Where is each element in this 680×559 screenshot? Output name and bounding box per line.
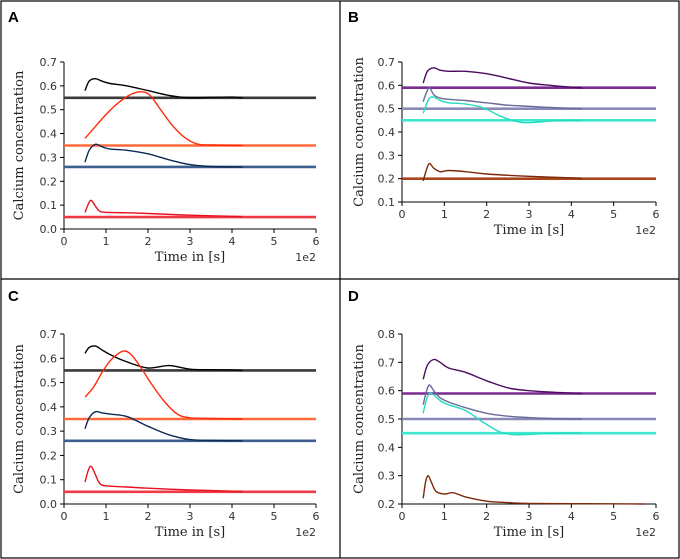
x-axis-label: Time in [s] xyxy=(494,223,564,238)
x-axis-label: Time in [s] xyxy=(155,250,225,265)
series-black-trace xyxy=(84,345,243,372)
x-tick-label: 1 xyxy=(103,510,110,523)
y-tick-label: 0.6 xyxy=(378,385,396,398)
x-axis-label: Time in [s] xyxy=(155,525,225,540)
y-tick-label: 0.3 xyxy=(40,151,58,164)
x-tick-label: 0 xyxy=(399,510,406,523)
y-tick-label: 0.7 xyxy=(378,56,396,69)
y-tick-label: 0.0 xyxy=(40,498,58,511)
x-tick-label: 3 xyxy=(187,235,194,248)
y-tick-label: 0.2 xyxy=(40,175,58,188)
y-tick-label: 0.6 xyxy=(40,80,58,93)
x-tick-label: 3 xyxy=(187,510,194,523)
x-tick-label: 6 xyxy=(313,510,320,523)
x-tick-label: 4 xyxy=(229,235,236,248)
y-axis-label: Calcium concentration xyxy=(12,70,27,220)
x-tick-label: 2 xyxy=(483,510,490,523)
x-tick-label: 0 xyxy=(61,235,68,248)
panel-c: C 0.0 0.1 0.2 0.3 0.4 0.5 0.6 0.7 0 1 2 3 4 5 6 Time in … xyxy=(8,288,320,540)
series-lavender-trace xyxy=(422,384,582,420)
series-lavender-trace xyxy=(422,86,582,110)
x-axis-label: Time in [s] xyxy=(494,525,564,540)
panel-label: C xyxy=(8,288,19,305)
y-tick-label: 0.3 xyxy=(40,425,58,438)
panel-label: D xyxy=(348,288,359,305)
y-tick-label: 0.4 xyxy=(40,401,58,414)
y-tick-label: 0.0 xyxy=(40,223,58,236)
x-tick-label: 0 xyxy=(61,510,68,523)
y-tick-label: 0.3 xyxy=(378,470,396,483)
y-tick-label: 0.8 xyxy=(378,328,396,341)
y-tick-label: 0.7 xyxy=(378,356,396,369)
y-tick-label: 0.6 xyxy=(40,352,58,365)
y-tick-label: 0.4 xyxy=(378,126,396,139)
x-scale-label: 1e2 xyxy=(295,526,316,539)
y-tick-label: 0.3 xyxy=(378,149,396,162)
x-tick-label: 4 xyxy=(568,208,575,221)
series-red-trace xyxy=(84,465,243,493)
y-tick-label: 0.7 xyxy=(40,56,58,69)
x-tick-label: 5 xyxy=(610,510,617,523)
series-purple-trace xyxy=(422,67,582,89)
x-tick-label: 2 xyxy=(145,235,152,248)
y-axis-label: Calcium concentration xyxy=(12,344,27,494)
x-tick-label: 5 xyxy=(610,208,617,221)
series-cyan-trace xyxy=(422,96,582,124)
y-axis-label: Calcium concentration xyxy=(352,344,367,494)
x-tick-label: 6 xyxy=(653,208,660,221)
y-tick-label: 0.5 xyxy=(378,413,396,426)
y-tick-label: 0.5 xyxy=(40,377,58,390)
y-tick-label: 0.4 xyxy=(378,441,396,454)
series-orange-trace xyxy=(84,91,243,147)
series-blue-trace xyxy=(84,143,243,168)
panel-label: B xyxy=(348,9,359,26)
series-brown-trace xyxy=(422,474,644,505)
y-tick-label: 0.2 xyxy=(378,498,396,511)
y-tick-label: 0.1 xyxy=(40,474,58,487)
y-tick-label: 0.5 xyxy=(378,103,396,116)
series-cyan-trace xyxy=(422,392,582,436)
panel-a: A 0.0 0.1 0.2 0.3 0.4 0.5 0.6 0.7 0 1 2 3 4 5 6 Time in … xyxy=(8,9,320,265)
y-tick-label: 0.4 xyxy=(40,128,58,141)
x-tick-label: 3 xyxy=(526,208,533,221)
series-blue-trace xyxy=(84,410,243,442)
series-black-trace xyxy=(84,77,243,99)
y-tick-label: 0.1 xyxy=(378,196,396,209)
panel-d: D 0.2 0.3 0.4 0.5 0.6 0.7 0.8 0 1 2 3 4 5 6 Time in [s]… xyxy=(348,288,660,540)
y-tick-label: 0.6 xyxy=(378,79,396,92)
y-tick-label: 0.5 xyxy=(40,104,58,117)
x-tick-label: 2 xyxy=(145,510,152,523)
y-tick-label: 0.2 xyxy=(378,173,396,186)
series-orange-trace xyxy=(84,350,243,420)
panel-b: B 0.1 0.2 0.3 0.4 0.5 0.6 0.7 0 1 2 3 4 5 6 Time in [s]… xyxy=(348,9,660,238)
panel-label: A xyxy=(8,9,19,26)
x-tick-label: 1 xyxy=(441,208,448,221)
x-tick-label: 4 xyxy=(568,510,575,523)
x-tick-label: 6 xyxy=(313,235,320,248)
x-tick-label: 1 xyxy=(103,235,110,248)
x-tick-label: 2 xyxy=(483,208,490,221)
series-brown-trace xyxy=(422,162,582,182)
x-tick-label: 4 xyxy=(229,510,236,523)
y-axis-label: Calcium concentration xyxy=(352,57,367,207)
x-tick-label: 6 xyxy=(653,510,660,523)
x-tick-label: 1 xyxy=(441,510,448,523)
series-purple-trace xyxy=(422,358,582,395)
x-tick-label: 3 xyxy=(526,510,533,523)
x-scale-label: 1e2 xyxy=(295,251,316,264)
x-tick-label: 5 xyxy=(271,510,278,523)
x-tick-label: 5 xyxy=(271,235,278,248)
y-tick-label: 0.1 xyxy=(40,199,58,212)
y-tick-label: 0.2 xyxy=(40,449,58,462)
x-scale-label: 1e2 xyxy=(635,526,656,539)
y-tick-label: 0.7 xyxy=(40,328,58,341)
x-scale-label: 1e2 xyxy=(635,224,656,237)
x-tick-label: 0 xyxy=(399,208,406,221)
series-red-trace xyxy=(84,199,243,218)
